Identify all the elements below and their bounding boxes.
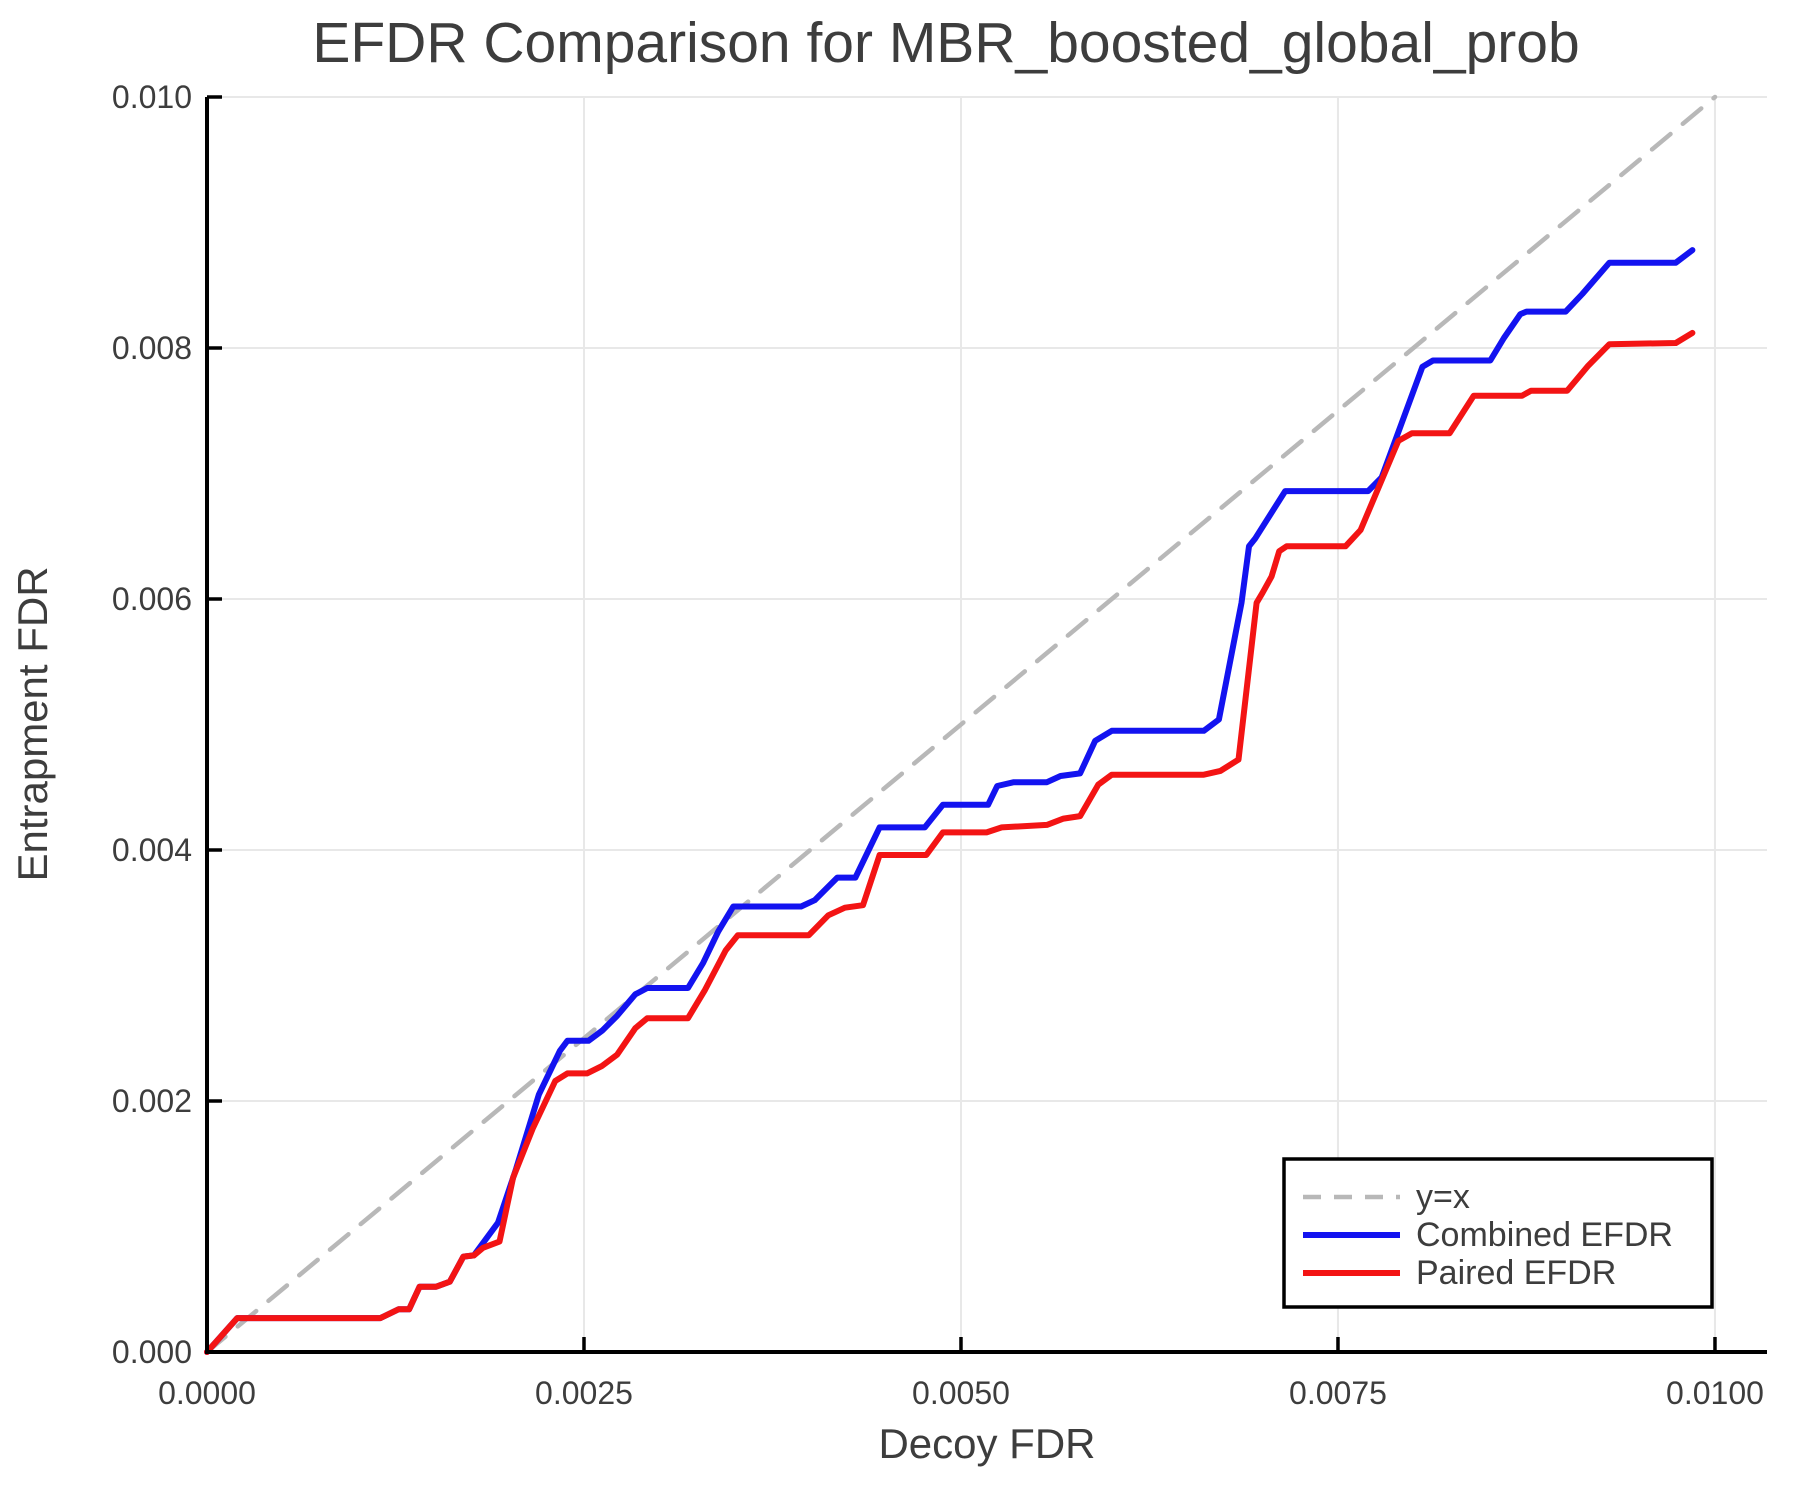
x-tick-label: 0.0050 <box>912 1375 1010 1411</box>
y-tick-label: 0.010 <box>112 79 192 115</box>
series-combined-efdr <box>204 247 1696 1355</box>
legend-label-identity: y=x <box>1416 1178 1470 1216</box>
gridlines <box>207 96 1767 1352</box>
legend: y=x Combined EFDR Paired EFDR <box>1282 1157 1714 1309</box>
axis-ticks <box>205 95 1717 1354</box>
series-y-x <box>204 94 1718 1355</box>
x-tick-label: 0.0075 <box>1289 1375 1387 1411</box>
y-tick-label: 0.002 <box>112 1083 192 1119</box>
y-tick-label: 0.008 <box>112 330 192 366</box>
legend-label-paired: Paired EFDR <box>1416 1254 1616 1292</box>
axis-tick-labels: 0.0000 0.0025 0.0050 0.0075 0.0100 0.000 0.002… <box>112 79 1764 1411</box>
x-axis-label: Decoy FDR <box>878 1420 1095 1467</box>
y-tick-label: 0.004 <box>112 832 192 868</box>
y-tick-label: 0.000 <box>112 1334 192 1370</box>
legend-label-combined: Combined EFDR <box>1416 1216 1673 1254</box>
x-tick-label: 0.0000 <box>158 1375 256 1411</box>
x-tick-label: 0.0100 <box>1666 1375 1764 1411</box>
chart-title: EFDR Comparison for MBR_boosted_global_p… <box>312 11 1579 75</box>
x-tick-label: 0.0025 <box>535 1375 633 1411</box>
series-paired-efdr <box>204 329 1696 1355</box>
data-series <box>204 94 1718 1355</box>
y-tick-label: 0.006 <box>112 581 192 617</box>
y-axis-label: Entrapment FDR <box>9 566 56 881</box>
axes-spines <box>205 97 1767 1354</box>
